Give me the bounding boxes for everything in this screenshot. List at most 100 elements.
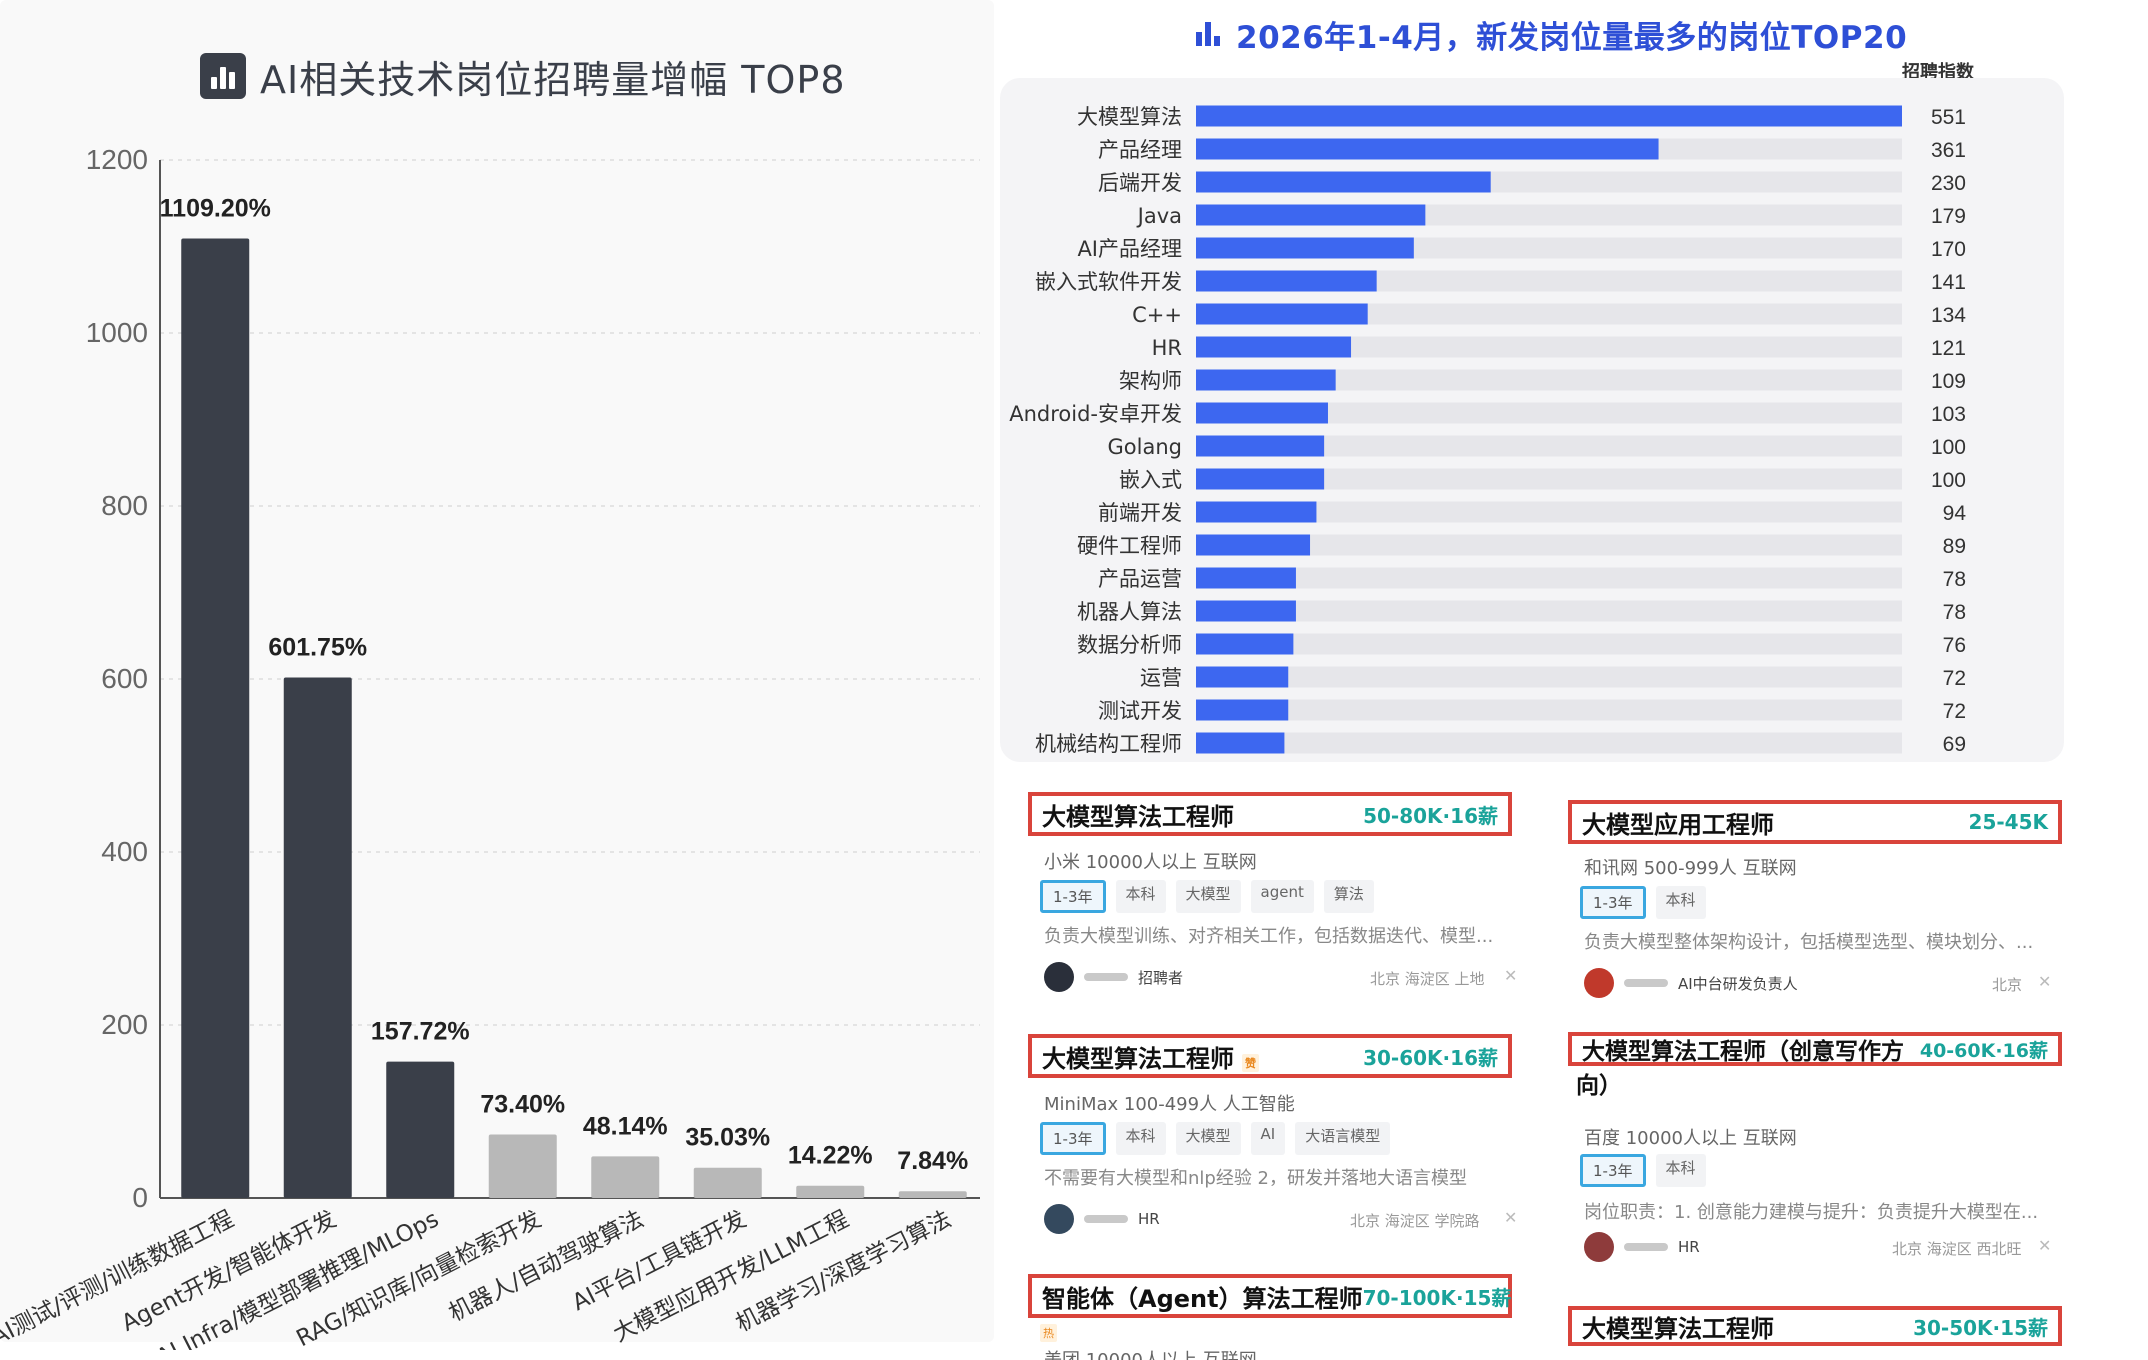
bar-track [1196,303,1902,325]
job-salary: 25-45K [1968,810,2048,834]
job-tags: 1-3年 本科 [1580,1154,1706,1187]
y-tick-label: 400 [101,836,148,867]
category-label: 产品经理 [1098,138,1182,162]
job-location: 北京 [1992,976,2023,994]
job-location: 北京 海淀区 学院路 [1350,1212,1480,1230]
bar [1196,303,1368,325]
redacted-name [1624,979,1668,987]
bar [1196,105,1902,127]
value-label: 94 [1943,502,1967,525]
bar [1196,666,1289,688]
job-tags: 1-3年 本科 大模型 AI 大语言模型 [1040,1122,1391,1155]
job-salary: 30-50K·15薪 [1913,1315,2048,1340]
bar [1196,336,1352,358]
left-chart-title-text: AI相关技术岗位招聘量增幅 TOP8 [260,57,846,102]
right-chart-title-text: 2026年1-4月，新发岗位量最多的岗位TOP20 [1236,19,1908,56]
bar-track [1196,402,1902,424]
right-bar-chart: 大模型算法 551 产品经理 361 后端开发 230 Java 179 AI产品经理 170 嵌入… [1009,105,1967,756]
job-title: 智能体（Agent）算法工程师 [1042,1284,1363,1313]
hot-badge-row: 热 [1040,1322,1057,1342]
job-title: 大模型算法工程师 [1042,802,1234,831]
data-label: 35.03% [685,1124,770,1152]
job-card[interactable]: 大模型算法工程师赞 30-60K·16薪 MiniMax 100-499人 人工… [1020,1026,1528,1254]
job-card[interactable]: 智能体（Agent）算法工程师 70-100K·15薪 热 美团 10000人以… [1020,1264,1528,1360]
bar [1196,402,1328,424]
bar [898,1191,967,1198]
data-label: 7.84% [897,1147,968,1175]
value-label: 230 [1931,172,1966,195]
job-company: 小米 10000人以上 互联网 [1044,852,1257,873]
job-company: 美团 10000人以上 互联网 [1044,1346,1257,1360]
job-card-header: 大模型算法工程师 50-80K·16薪 [1028,792,1512,836]
bar-track [1196,567,1902,589]
value-label: 72 [1943,700,1966,723]
close-icon[interactable]: ✕ [2038,1236,2052,1255]
bar-track [1196,468,1902,490]
redacted-name [1624,1243,1668,1251]
job-salary: 70-100K·15薪 [1362,1285,1512,1310]
bar [1196,600,1296,622]
job-tag: 1-3年 [1040,1122,1106,1155]
category-label: AI产品经理 [1077,237,1182,261]
y-tick-label: 600 [101,663,148,694]
job-tag: 1-3年 [1580,886,1646,919]
category-label: 产品运营 [1098,567,1182,591]
bar [1196,270,1377,292]
value-label: 69 [1943,733,1966,756]
job-tag: 1-3年 [1580,1154,1646,1187]
recruiter-role: AI中台研发负责人 [1678,974,1798,993]
job-tag: 大模型 [1175,880,1241,913]
job-card[interactable]: 大模型算法工程师 50-80K·16薪 小米 10000人以上 互联网 1-3年… [1020,784,1528,1012]
bar [796,1185,865,1198]
job-tag: 本科 [1655,886,1706,919]
value-label: 76 [1943,634,1966,657]
avatar [1584,1232,1614,1262]
data-label: 1109.20% [160,195,271,223]
recruiter-role: HR [1138,1210,1160,1228]
bar [1196,369,1336,391]
bar [1196,138,1659,160]
close-icon[interactable]: ✕ [1504,1208,1518,1227]
value-label: 109 [1931,370,1966,393]
bar-track [1196,600,1902,622]
job-tag: AI [1250,1122,1286,1155]
bar [693,1167,762,1198]
bar-track [1196,534,1902,556]
left-chart-title: AI相关技术岗位招聘量增幅 TOP8 [200,46,846,106]
job-card-header: 大模型算法工程师（创意写作方 40-60K·16薪 [1568,1032,2062,1066]
job-description: 岗位职责：1. 创意能力建模与提升：负责提升大模型在... [1584,1202,2039,1223]
job-tag: 1-3年 [1040,880,1106,913]
category-label: HR [1152,336,1182,360]
job-description: 不需要有大模型和nlp经验 2，研发并落地大语言模型 [1044,1168,1468,1189]
job-title: 大模型算法工程师（创意写作方 [1582,1039,1904,1065]
recruiter-role: HR [1678,1238,1700,1256]
job-tag: 大模型 [1175,1122,1241,1155]
y-tick-label: 0 [132,1182,148,1213]
avatar [1584,968,1614,998]
job-description: 负责大模型训练、对齐相关工作，包括数据迭代、模型... [1044,926,1494,947]
value-header: 招聘指数 [1902,62,1974,83]
category-label: 前端开发 [1098,501,1182,525]
job-card[interactable]: 大模型应用工程师 25-45K 和讯网 500-999人 互联网 1-3年 本科… [1560,784,2070,1018]
job-card[interactable]: 大模型算法工程师（创意写作方 40-60K·16薪 向） 百度 10000人以上… [1560,1026,2070,1266]
category-label: 大模型算法 [1077,105,1182,129]
data-label: 73.40% [480,1091,565,1119]
value-label: 100 [1931,469,1966,492]
recruiter-role: 招聘者 [1138,968,1184,987]
value-label: 361 [1931,139,1966,162]
category-label: 嵌入式 [1119,468,1182,492]
bar [1196,171,1491,193]
bar [1196,567,1296,589]
close-icon[interactable]: ✕ [2038,972,2052,991]
job-tag: 本科 [1655,1154,1706,1187]
category-label: 后端开发 [1098,171,1182,195]
left-chart-panel [0,0,994,1342]
close-icon[interactable]: ✕ [1504,966,1518,985]
category-label: 测试开发 [1098,699,1182,723]
job-card[interactable]: 大模型算法工程师 30-50K·15薪 [1560,1290,2070,1360]
y-tick-label: 1200 [86,144,148,175]
bar-track [1196,666,1902,688]
value-label: 134 [1931,304,1966,327]
job-title-text: 大模型算法工程师 [1042,1044,1234,1073]
category-label: 架构师 [1119,369,1182,393]
